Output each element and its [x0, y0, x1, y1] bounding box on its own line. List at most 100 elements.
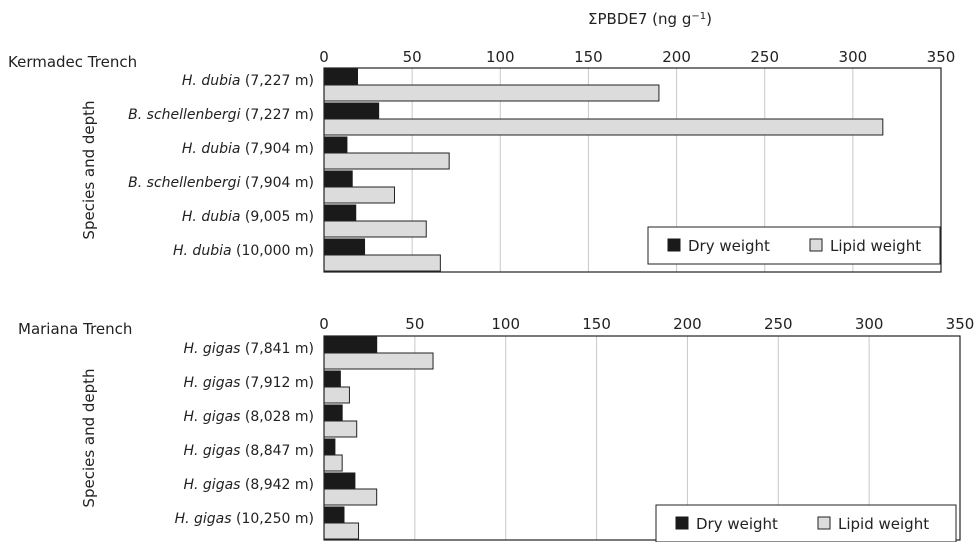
category-label: H. dubia (7,904 m): [182, 141, 314, 157]
category-species: B. schellenbergi: [128, 107, 240, 123]
x-tick-label: 0: [319, 315, 329, 333]
bar-dry-weight: [323, 438, 336, 456]
category-species: H. gigas: [175, 511, 232, 527]
bar-dry-weight: [323, 68, 358, 86]
bar-lipid-weight: [323, 186, 396, 204]
plot-frame: [323, 67, 942, 273]
bar-lipid-weight: [323, 254, 441, 272]
category-depth: (7,904 m): [240, 175, 314, 191]
category-species: H. gigas: [183, 443, 240, 459]
category-label: H. dubia (7,227 m): [182, 73, 314, 89]
plot-frame: [323, 335, 961, 541]
category-depth: (8,028 m): [240, 409, 314, 425]
category-label: H. gigas (8,028 m): [183, 409, 314, 425]
legend-swatch-lipid: [817, 516, 831, 530]
category-depth: (10,000 m): [232, 243, 314, 259]
category-species: H. gigas: [183, 341, 240, 357]
bar-dry-weight: [323, 136, 348, 154]
legend-label-dry: Dry weight: [688, 237, 770, 255]
x-tick-label: 350: [927, 48, 956, 66]
x-tick-label: 250: [750, 48, 779, 66]
y-axis-label: Species and depth: [80, 368, 98, 507]
x-tick-label: 100: [491, 315, 520, 333]
bar-lipid-weight: [323, 522, 360, 540]
legend-box: [655, 504, 957, 542]
chart-panel-2: Mariana Trench 0 50 100 150 200 250 300 350 H. gi…: [18, 315, 974, 542]
category-depth: (7,841 m): [240, 341, 314, 357]
bar-lipid-weight: [323, 454, 343, 472]
x-tick-label: 0: [319, 48, 329, 66]
panel-title: Kermadec Trench: [8, 53, 137, 71]
category-depth: (7,912 m): [240, 375, 314, 391]
bar-dry-weight: [323, 204, 357, 222]
category-species: H. dubia: [182, 73, 241, 89]
x-axis-label: ΣPBDE7 (ng g−1): [588, 10, 712, 28]
x-tick-label: 200: [662, 48, 691, 66]
y-axis-label: Species and depth: [80, 100, 98, 239]
category-depth: (8,942 m): [240, 477, 314, 493]
bar-lipid-weight: [323, 84, 660, 102]
bar-lipid-weight: [323, 118, 884, 136]
bar-dry-weight: [323, 238, 366, 256]
bar-lipid-weight: [323, 152, 450, 170]
x-tick-label: 200: [673, 315, 702, 333]
x-axis-label-superscript: −1: [691, 11, 706, 22]
x-tick-label: 150: [582, 315, 611, 333]
legend-swatch-lipid: [809, 238, 823, 252]
category-depth: (10,250 m): [232, 511, 314, 527]
category-label: H. gigas (7,841 m): [183, 341, 314, 357]
bar-dry-weight: [323, 370, 341, 388]
category-species: H. dubia: [182, 141, 241, 157]
x-tick-label: 150: [574, 48, 603, 66]
legend-swatch-dry: [667, 238, 681, 252]
legend-box: [647, 226, 941, 265]
category-depth: (7,227 m): [240, 107, 314, 123]
legend: Dry weight Lipid weight: [655, 504, 957, 542]
bar-lipid-weight: [323, 488, 378, 506]
category-species: H. dubia: [182, 209, 241, 225]
chart-panel-1: Kermadec Trench 0 50 100 150 200 250 300 350 H. d…: [8, 48, 956, 273]
category-species: H. dubia: [173, 243, 232, 259]
x-tick-label: 350: [946, 315, 975, 333]
x-tick-label: 300: [839, 48, 868, 66]
category-depth: (7,904 m): [240, 141, 314, 157]
legend-swatch-dry: [675, 516, 689, 530]
category-label: H. gigas (10,250 m): [175, 511, 314, 527]
bar-dry-weight: [323, 336, 378, 354]
x-tick-label: 300: [855, 315, 884, 333]
x-tick-label: 250: [764, 315, 793, 333]
bar-dry-weight: [323, 506, 345, 524]
category-label: H. gigas (8,847 m): [183, 443, 314, 459]
x-tick-label: 100: [486, 48, 515, 66]
category-species: H. gigas: [183, 375, 240, 391]
category-species: H. gigas: [183, 409, 240, 425]
category-label: B. schellenbergi (7,227 m): [128, 107, 314, 123]
category-depth: (8,847 m): [240, 443, 314, 459]
bar-dry-weight: [323, 102, 380, 120]
category-label: H. dubia (9,005 m): [182, 209, 314, 225]
category-label: B. schellenbergi (7,904 m): [128, 175, 314, 191]
category-label: H. gigas (7,912 m): [183, 375, 314, 391]
category-depth: (9,005 m): [240, 209, 314, 225]
x-tick-label: 50: [403, 48, 422, 66]
legend-label-dry: Dry weight: [696, 515, 778, 533]
bar-lipid-weight: [323, 352, 434, 370]
bar-lipid-weight: [323, 386, 350, 404]
legend-label-lipid: Lipid weight: [838, 515, 929, 533]
x-tick-label: 50: [405, 315, 424, 333]
bar-dry-weight: [323, 404, 343, 422]
legend-label-lipid: Lipid weight: [830, 237, 921, 255]
bar-lipid-weight: [323, 220, 427, 238]
bar-dry-weight: [323, 170, 353, 188]
category-label: H. dubia (10,000 m): [173, 243, 314, 259]
panel-title: Mariana Trench: [18, 320, 132, 338]
legend: Dry weight Lipid weight: [647, 226, 941, 265]
category-species: B. schellenbergi: [128, 175, 240, 191]
category-depth: (7,227 m): [240, 73, 314, 89]
bar-dry-weight: [323, 472, 356, 490]
category-label: H. gigas (8,942 m): [183, 477, 314, 493]
x-axis-label-close: ): [706, 10, 712, 28]
x-axis-label-text: ΣPBDE7 (ng g: [588, 10, 691, 28]
category-species: H. gigas: [183, 477, 240, 493]
